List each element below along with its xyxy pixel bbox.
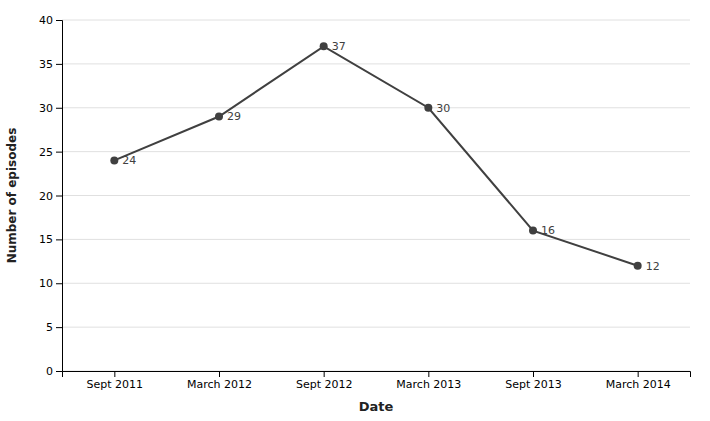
- y-tick: 10: [39, 277, 62, 290]
- x-axis-title: Date: [359, 399, 394, 414]
- y-tick: 30: [39, 102, 62, 115]
- x-tick: Sept 2012: [296, 371, 353, 391]
- grid-line: [62, 151, 690, 152]
- y-tick-mark: [56, 327, 62, 328]
- x-tick-label: March 2013: [396, 378, 461, 391]
- x-tick-mark: [219, 371, 220, 377]
- data-label: 37: [332, 40, 346, 53]
- grid-line: [62, 63, 690, 64]
- y-tick-mark: [56, 108, 62, 109]
- y-tick: 40: [39, 14, 62, 27]
- y-tick-label: 15: [39, 233, 53, 246]
- x-axis-line: [63, 372, 691, 378]
- y-tick-mark: [56, 20, 62, 21]
- x-axis: Sept 2011 March 2012 Sept 2012 March 2013 Se…: [63, 371, 691, 391]
- point: [215, 113, 223, 121]
- grid-line: [62, 327, 690, 328]
- y-tick-label: 5: [46, 321, 53, 334]
- y-tick-label: 20: [39, 190, 53, 203]
- y-tick-mark: [56, 64, 62, 65]
- x-tick: March 2012: [187, 371, 252, 391]
- y-tick-label: 30: [39, 102, 53, 115]
- grid: [62, 20, 690, 371]
- grid-line: [62, 20, 690, 21]
- x-tick: March 2014: [606, 371, 671, 391]
- y-tick: 25: [39, 146, 62, 159]
- y-tick: 35: [39, 58, 62, 71]
- grid-line: [62, 107, 690, 108]
- grid-line: [62, 239, 690, 240]
- line: [114, 46, 637, 265]
- x-tick: Sept 2013: [505, 371, 562, 391]
- y-tick-label: 35: [39, 58, 53, 71]
- y-tick-label: 40: [39, 14, 53, 27]
- y-tick-mark: [56, 239, 62, 240]
- point: [110, 156, 118, 164]
- y-tick-label: 0: [46, 365, 53, 378]
- series: [110, 42, 641, 269]
- point: [634, 262, 642, 270]
- data-label: 29: [227, 110, 241, 123]
- data-label: 24: [122, 154, 136, 167]
- x-tick-mark: [428, 371, 429, 377]
- x-tick: March 2013: [396, 371, 461, 391]
- y-tick: 20: [39, 190, 62, 203]
- x-tick-mark: [638, 371, 639, 377]
- x-tick-label: March 2014: [606, 378, 671, 391]
- y-tick-label: 10: [39, 277, 53, 290]
- x-tick-label: March 2012: [187, 378, 252, 391]
- y-tick-mark: [56, 371, 62, 372]
- y-tick-mark: [56, 283, 62, 284]
- x-tick-label: Sept 2012: [296, 378, 353, 391]
- y-axis-line: [56, 21, 63, 372]
- x-tick: Sept 2011: [87, 371, 144, 391]
- data-label: 30: [436, 102, 450, 115]
- point: [529, 227, 537, 235]
- chart: 0510152025303540Sept 2011March 2012Sept …: [0, 0, 710, 421]
- y-tick-mark: [56, 152, 62, 153]
- point: [424, 104, 432, 112]
- y-tick-label: 25: [39, 146, 53, 159]
- x-tick-mark: [533, 371, 534, 377]
- point: [320, 42, 328, 50]
- grid-line: [62, 195, 690, 196]
- y-axis-title: Number of episodes: [5, 128, 19, 264]
- plot: 0510152025303540Sept 2011March 2012Sept …: [39, 14, 691, 391]
- y-tick: 15: [39, 233, 62, 246]
- y-tick: 0: [46, 365, 62, 378]
- data-labels: 24 29 37 30 16 12: [122, 40, 659, 272]
- x-tick-label: Sept 2011: [87, 378, 144, 391]
- y-tick: 5: [46, 321, 62, 334]
- grid-line: [62, 283, 690, 284]
- y-axis: 0 5 10 15 20 25 30 35 40: [39, 14, 63, 378]
- data-label: 12: [646, 260, 660, 273]
- x-tick-mark: [114, 371, 115, 377]
- data-label: 16: [541, 224, 555, 237]
- x-tick-label: Sept 2013: [505, 378, 562, 391]
- y-tick-mark: [56, 196, 62, 197]
- x-tick-mark: [324, 371, 325, 377]
